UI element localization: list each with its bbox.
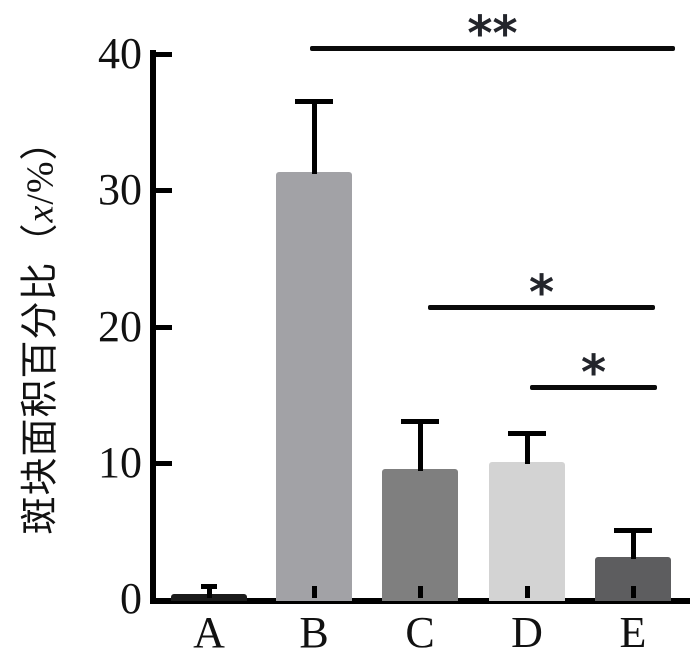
y-axis-tick <box>156 52 172 57</box>
y-axis-tick <box>156 460 172 466</box>
y-axis-title-suffix: /%） <box>19 121 62 205</box>
error-whisker-D <box>525 433 530 464</box>
x-axis-tick-D <box>525 586 530 598</box>
bar-D <box>489 461 565 601</box>
y-tick-label: 40 <box>98 29 142 78</box>
bar-C <box>382 468 458 601</box>
x-axis-tick-B <box>312 586 317 598</box>
y-axis-title-prefix: 斑块面积百分比（ <box>19 222 62 535</box>
y-axis-tick <box>156 188 172 194</box>
error-whisker-C <box>418 420 423 471</box>
y-tick-label: 10 <box>98 437 142 487</box>
x-tick-label-A: A <box>193 608 225 657</box>
error-whisker-E <box>631 529 636 560</box>
x-tick-label-E: E <box>619 608 647 657</box>
y-tick-label: 0 <box>120 574 142 623</box>
error-cap-B <box>295 98 333 104</box>
error-cap-C <box>401 418 439 424</box>
significance-line-D-E <box>530 385 657 390</box>
x-axis-line <box>150 598 690 604</box>
significance-label-D-E: * <box>580 345 607 401</box>
y-tick-label: 20 <box>98 301 142 351</box>
significance-line-C-E <box>428 305 655 310</box>
y-axis-title-variable: x <box>19 204 62 223</box>
significance-label-B-E: ** <box>467 6 518 62</box>
x-tick-label-B: B <box>299 608 329 657</box>
y-axis-title: 斑块面积百分比（x/%） <box>9 121 64 534</box>
y-axis-tick <box>156 324 172 330</box>
error-cap-E <box>614 527 652 533</box>
y-tick-label: 30 <box>98 165 142 215</box>
significance-line-B-E <box>310 46 675 51</box>
x-axis-tick-A <box>207 586 212 598</box>
error-cap-D <box>508 431 546 437</box>
x-axis-tick-E <box>631 586 636 598</box>
x-tick-label-D: D <box>511 608 543 657</box>
x-axis-tick-C <box>418 586 423 598</box>
x-tick-label-C: C <box>405 608 435 657</box>
error-whisker-B <box>312 100 317 174</box>
y-axis-line <box>150 50 156 604</box>
bar-B <box>276 171 352 601</box>
significance-label-C-E: * <box>528 265 555 321</box>
